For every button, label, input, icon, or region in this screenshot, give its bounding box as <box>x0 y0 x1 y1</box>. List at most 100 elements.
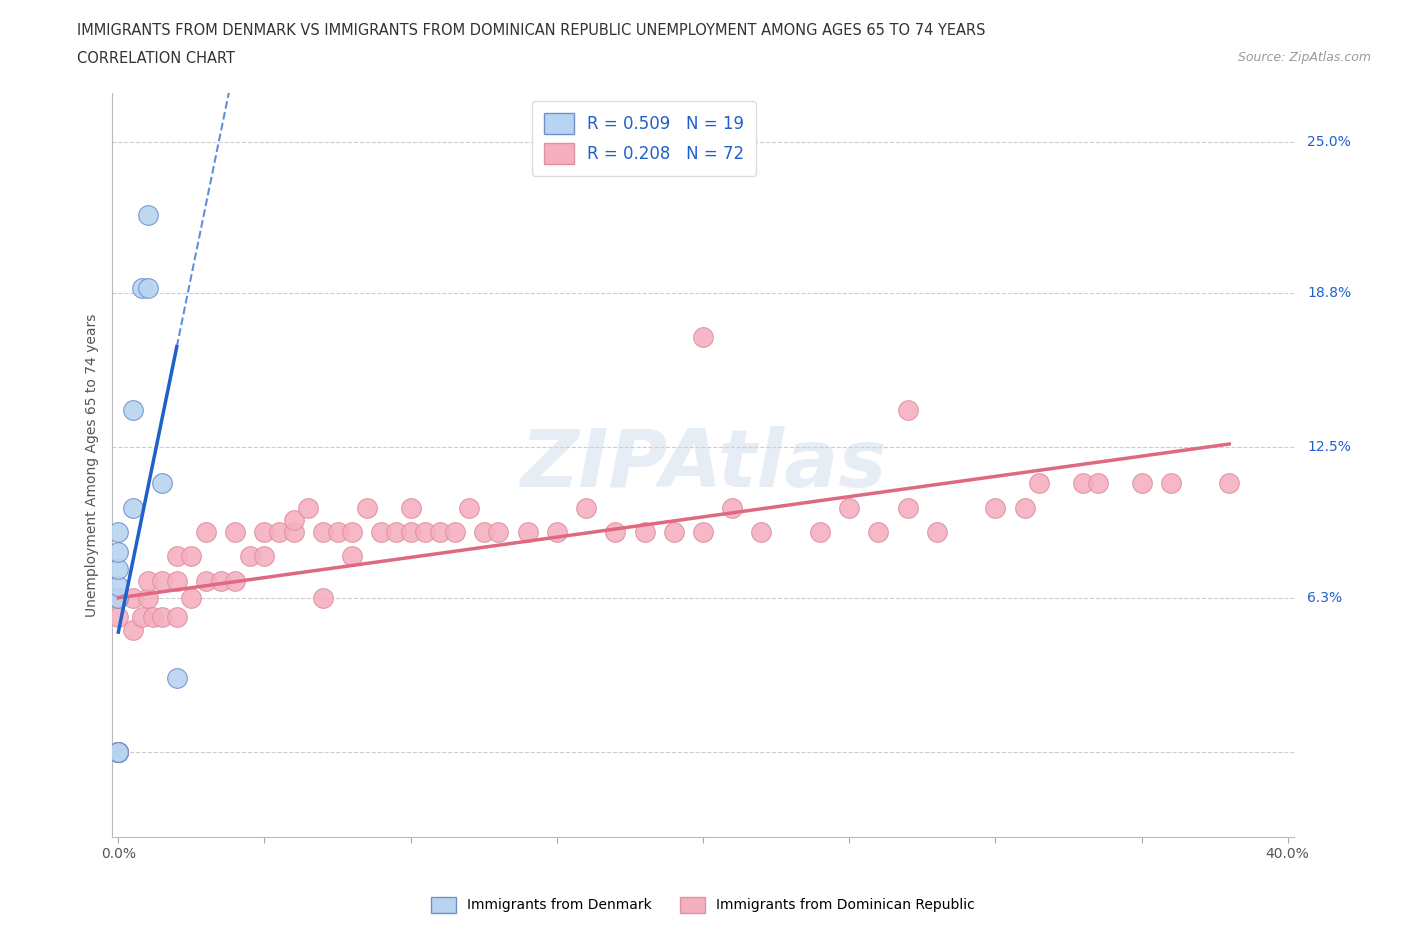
Point <box>253 549 276 564</box>
Point <box>1130 476 1153 491</box>
Point <box>107 744 129 759</box>
Point <box>107 591 129 605</box>
Point <box>107 610 129 625</box>
Point <box>443 525 465 539</box>
Point <box>1087 476 1109 491</box>
Text: ZIPAtlas: ZIPAtlas <box>520 426 886 504</box>
Point <box>692 525 714 539</box>
Point <box>370 525 392 539</box>
Point <box>575 500 598 515</box>
Point <box>925 525 948 539</box>
Legend: R = 0.509   N = 19, R = 0.208   N = 72: R = 0.509 N = 19, R = 0.208 N = 72 <box>531 101 756 176</box>
Point <box>107 744 129 759</box>
Point <box>984 500 1007 515</box>
Point <box>808 525 831 539</box>
Point <box>131 610 153 625</box>
Point <box>107 591 129 605</box>
Point <box>122 591 145 605</box>
Point <box>1028 476 1050 491</box>
Point <box>107 744 129 759</box>
Point <box>136 207 159 222</box>
Point <box>142 610 165 625</box>
Point <box>150 610 173 625</box>
Point <box>107 744 129 759</box>
Point <box>721 500 744 515</box>
Point <box>136 281 159 296</box>
Point <box>458 500 481 515</box>
Point <box>107 525 129 539</box>
Point <box>166 574 188 589</box>
Point <box>546 525 568 539</box>
Point <box>107 544 129 559</box>
Point <box>385 525 408 539</box>
Point <box>150 476 173 491</box>
Point <box>209 574 232 589</box>
Point <box>1160 476 1182 491</box>
Text: 25.0%: 25.0% <box>1308 135 1351 149</box>
Point <box>868 525 890 539</box>
Text: 6.3%: 6.3% <box>1308 591 1343 604</box>
Point <box>150 574 173 589</box>
Point <box>692 329 714 344</box>
Point <box>429 525 451 539</box>
Point <box>269 525 291 539</box>
Point <box>751 525 773 539</box>
Point <box>180 591 202 605</box>
Point <box>122 500 145 515</box>
Point <box>224 525 246 539</box>
Point <box>166 671 188 686</box>
Point <box>516 525 538 539</box>
Point <box>1071 476 1094 491</box>
Point <box>283 525 305 539</box>
Y-axis label: Unemployment Among Ages 65 to 74 years: Unemployment Among Ages 65 to 74 years <box>86 313 100 617</box>
Point <box>399 525 422 539</box>
Point <box>326 525 349 539</box>
Point <box>897 500 920 515</box>
Point <box>1218 476 1240 491</box>
Point <box>122 622 145 637</box>
Point <box>312 591 335 605</box>
Point <box>107 578 129 593</box>
Point <box>107 561 129 576</box>
Point <box>1014 500 1036 515</box>
Point <box>297 500 319 515</box>
Point <box>312 525 335 539</box>
Point <box>107 744 129 759</box>
Point <box>897 403 920 418</box>
Text: 12.5%: 12.5% <box>1308 440 1351 454</box>
Point <box>239 549 262 564</box>
Point <box>107 744 129 759</box>
Point <box>107 744 129 759</box>
Point <box>107 744 129 759</box>
Point <box>166 610 188 625</box>
Point <box>166 549 188 564</box>
Point <box>180 549 202 564</box>
Point <box>195 525 218 539</box>
Point <box>413 525 436 539</box>
Point <box>136 591 159 605</box>
Point <box>356 500 378 515</box>
Point <box>838 500 860 515</box>
Point <box>633 525 655 539</box>
Point <box>283 512 305 527</box>
Point <box>399 500 422 515</box>
Point <box>122 403 145 418</box>
Legend: Immigrants from Denmark, Immigrants from Dominican Republic: Immigrants from Denmark, Immigrants from… <box>426 891 980 919</box>
Point <box>662 525 685 539</box>
Point <box>107 744 129 759</box>
Text: Source: ZipAtlas.com: Source: ZipAtlas.com <box>1237 51 1371 64</box>
Point <box>107 744 129 759</box>
Point <box>107 591 129 605</box>
Point <box>253 525 276 539</box>
Point <box>605 525 627 539</box>
Point <box>340 525 363 539</box>
Text: CORRELATION CHART: CORRELATION CHART <box>77 51 235 66</box>
Point <box>472 525 495 539</box>
Point <box>340 549 363 564</box>
Point <box>136 574 159 589</box>
Text: 18.8%: 18.8% <box>1308 286 1351 300</box>
Point <box>486 525 509 539</box>
Point <box>131 281 153 296</box>
Text: IMMIGRANTS FROM DENMARK VS IMMIGRANTS FROM DOMINICAN REPUBLIC UNEMPLOYMENT AMONG: IMMIGRANTS FROM DENMARK VS IMMIGRANTS FR… <box>77 23 986 38</box>
Point <box>107 744 129 759</box>
